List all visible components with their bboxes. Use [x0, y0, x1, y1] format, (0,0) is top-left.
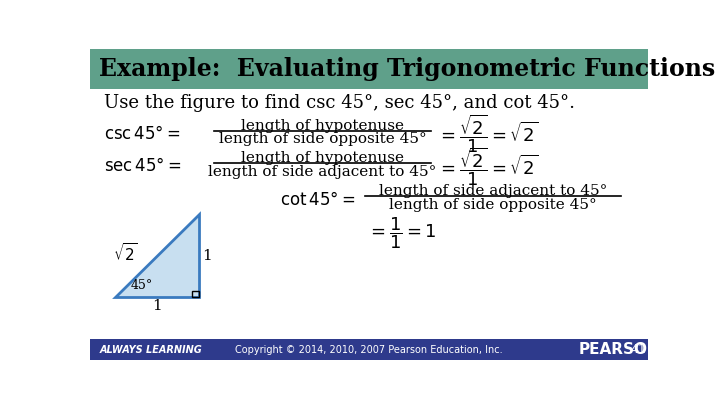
Text: length of hypotenuse: length of hypotenuse	[241, 119, 404, 132]
Text: $\mathrm{cot\,45°} =$: $\mathrm{cot\,45°} =$	[280, 191, 355, 209]
Text: $\mathrm{csc\,45°} =$: $\mathrm{csc\,45°} =$	[104, 125, 181, 143]
Text: length of side opposite 45°: length of side opposite 45°	[219, 132, 426, 146]
Text: 1: 1	[202, 249, 212, 263]
Text: length of side opposite 45°: length of side opposite 45°	[389, 198, 597, 212]
Bar	[192, 291, 199, 297]
Bar	[90, 49, 648, 89]
Text: $=\dfrac{\sqrt{2}}{1}=\sqrt{2}$: $=\dfrac{\sqrt{2}}{1}=\sqrt{2}$	[437, 113, 539, 156]
Text: $\mathrm{sec\,45°} =$: $\mathrm{sec\,45°} =$	[104, 158, 181, 175]
Text: Use the figure to find csc 45°, sec 45°, and cot 45°.: Use the figure to find csc 45°, sec 45°,…	[104, 94, 575, 112]
Text: $\sqrt{2}$: $\sqrt{2}$	[113, 242, 138, 264]
Text: 45°: 45°	[130, 279, 153, 292]
Text: Copyright © 2014, 2010, 2007 Pearson Education, Inc.: Copyright © 2014, 2010, 2007 Pearson Edu…	[235, 345, 503, 355]
Text: $=\dfrac{1}{1}=1$: $=\dfrac{1}{1}=1$	[367, 215, 437, 251]
Bar	[90, 339, 648, 360]
Text: 41: 41	[631, 343, 647, 356]
Text: length of hypotenuse: length of hypotenuse	[241, 151, 404, 165]
Text: $=\dfrac{\sqrt{2}}{1}=\sqrt{2}$: $=\dfrac{\sqrt{2}}{1}=\sqrt{2}$	[437, 145, 539, 188]
Text: 1: 1	[152, 299, 161, 313]
Bar	[90, 89, 648, 339]
Text: length of side adjacent to 45°: length of side adjacent to 45°	[379, 184, 607, 198]
Text: PEARSON: PEARSON	[578, 342, 660, 357]
Text: ALWAYS LEARNING: ALWAYS LEARNING	[99, 345, 202, 355]
Text: length of side adjacent to 45°: length of side adjacent to 45°	[208, 165, 437, 179]
Text: Example:  Evaluating Trigonometric Functions of 45°: Example: Evaluating Trigonometric Functi…	[99, 57, 720, 81]
Polygon shape	[114, 214, 199, 297]
